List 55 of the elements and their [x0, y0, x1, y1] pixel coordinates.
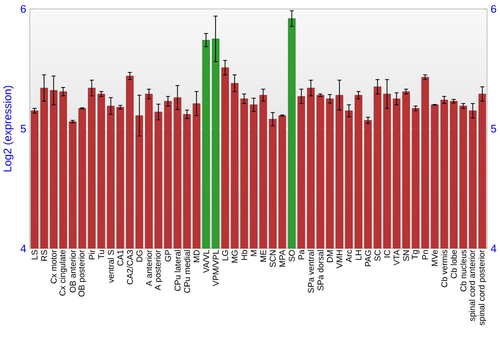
x-tick-label: M — [250, 250, 257, 256]
x-tick-label: Cx motor — [50, 250, 57, 284]
x-tick-label: spinal cord posterior — [478, 250, 486, 326]
x-tick-label: RS — [41, 250, 48, 261]
x-tick-label: DM — [326, 250, 333, 262]
x-tick-label: DG — [136, 250, 142, 262]
x-tick-label: Pn — [422, 250, 428, 260]
x-tick-label: OB anterior — [70, 250, 76, 292]
x-tick-label: SN — [403, 250, 410, 262]
x-tick-label: VTA — [394, 250, 400, 266]
x-tick-label: LG — [222, 250, 228, 260]
x-tick-label: Tg — [412, 250, 420, 260]
y2-tick-label: 4 — [490, 244, 496, 252]
y2-tick-label: 6 — [491, 5, 496, 13]
x-tick-label: LH — [356, 250, 362, 260]
x-tick-label: spinal cord anterior — [468, 250, 477, 322]
y-axis-title: Log2 (expression) — [3, 86, 14, 172]
x-tick-label: SO — [288, 250, 295, 262]
x-tick-label: CA2/CA3 — [126, 250, 133, 284]
x-tick-label: Hb — [241, 250, 248, 260]
x-tick-label: Tu — [98, 250, 104, 260]
y2-tick-label: 5 — [491, 124, 496, 133]
x-tick-label: Arc — [346, 250, 352, 262]
x-tick-label: OB posterior — [78, 250, 86, 297]
x-tick-label: CPu lateral — [174, 250, 181, 291]
x-tick-label: IC — [384, 250, 390, 258]
x-tick-label: LS — [32, 250, 38, 260]
x-tick-label: ME — [260, 250, 266, 262]
x-tick-label: SCN — [270, 250, 276, 268]
x-tick-label: Pa — [298, 250, 304, 260]
y-tick-label: 4 — [20, 244, 26, 252]
x-tick-label: PAG — [365, 250, 371, 266]
x-tick-label: VA/VL — [202, 250, 210, 273]
x-tick-label: A anterior — [146, 250, 152, 286]
x-tick-label: A posterior — [154, 250, 162, 290]
x-tick-label: MD — [194, 250, 200, 262]
x-tick-label: ventral S — [108, 250, 114, 283]
x-tick-label: MPA — [279, 250, 286, 267]
x-tick-label: VMH — [336, 250, 342, 268]
x-tick-label: MG — [232, 250, 238, 263]
x-tick-label: Cx cingulate — [59, 250, 68, 296]
x-tick-label: SPa dorsal — [317, 250, 324, 291]
x-tick-label: VPM/VPL — [212, 250, 219, 286]
x-tick-label: GP — [164, 250, 171, 262]
x-tick-label: Pir — [88, 250, 95, 260]
y-tick-label: 5 — [20, 124, 26, 133]
x-tick-label: Cb vermis — [441, 250, 448, 288]
x-tick-label: MVe — [432, 250, 438, 266]
x-tick-label: CPu medial — [184, 250, 190, 293]
x-tick-label: Cb lobe — [450, 250, 457, 278]
x-tick-label: SPa ventral — [308, 250, 314, 293]
x-tick-label: CA1 — [117, 250, 124, 266]
y-tick-label: 6 — [20, 5, 26, 13]
x-tick-label: SC — [374, 250, 380, 262]
x-tick-label: Cb nucleus — [460, 250, 466, 292]
